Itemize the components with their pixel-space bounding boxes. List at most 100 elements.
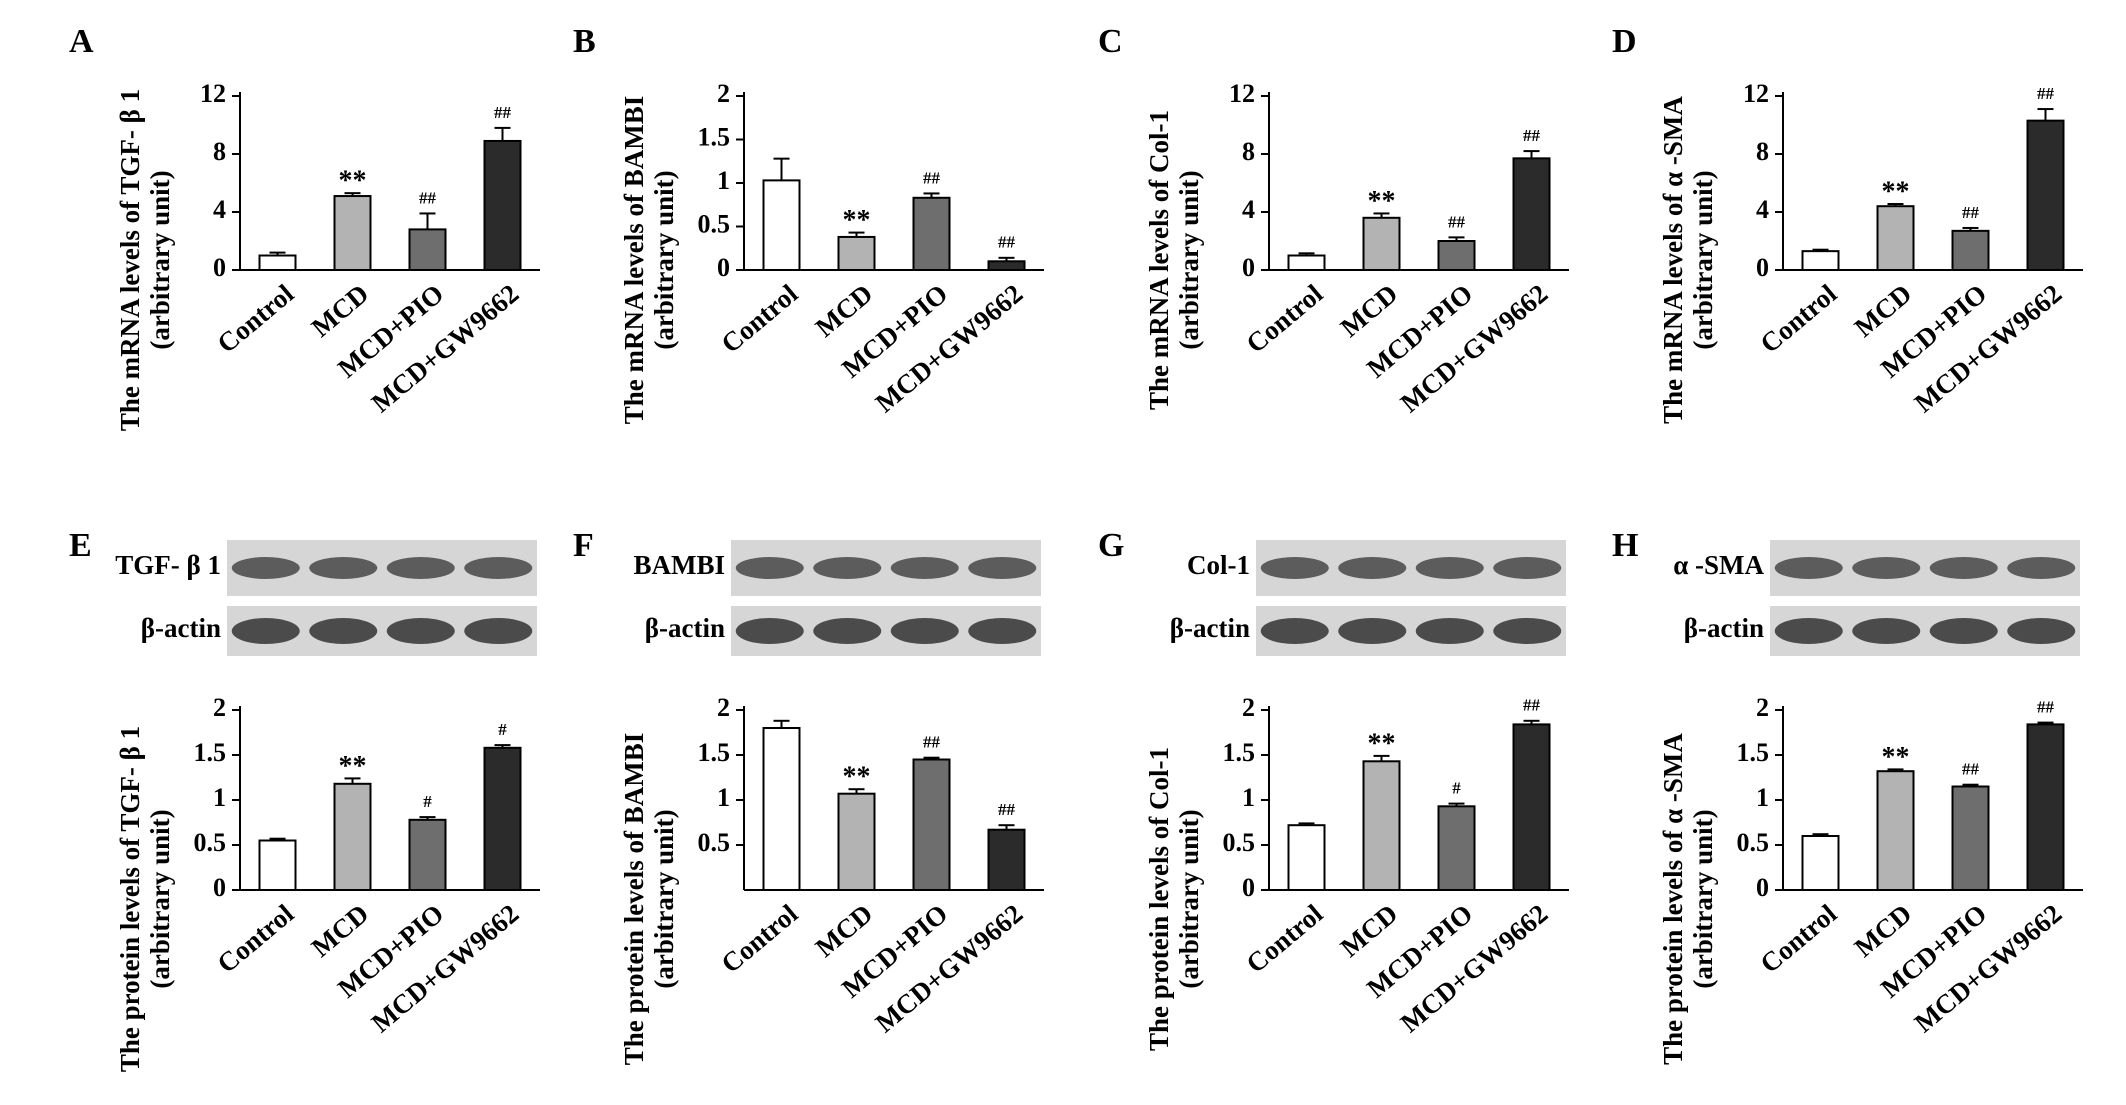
bar xyxy=(333,782,372,891)
x-tick-label: Control xyxy=(715,278,803,359)
y-axis-label: The protein levels of α -SMA xyxy=(1658,733,1688,1065)
blot-band xyxy=(464,557,533,579)
bar xyxy=(1951,229,1990,272)
significance-label: ## xyxy=(923,168,941,187)
y-tick-label: 4 xyxy=(1242,195,1255,224)
blot-band xyxy=(1415,618,1484,644)
blot-label: Col-1 xyxy=(1187,550,1250,580)
blot-band xyxy=(309,557,378,579)
y-tick-label: 1 xyxy=(1242,783,1255,812)
blot-band xyxy=(968,557,1037,579)
significance-label: ## xyxy=(923,733,941,752)
y-tick-label: 12 xyxy=(1743,79,1769,108)
bar xyxy=(258,839,297,891)
bar xyxy=(837,792,876,892)
bar xyxy=(333,195,372,271)
significance-label: ## xyxy=(1962,203,1980,222)
significance-label: # xyxy=(498,720,507,739)
bar xyxy=(987,828,1026,892)
blot-band xyxy=(2007,618,2076,644)
y-axis-label: (arbitrary unit) xyxy=(1688,170,1718,349)
y-tick-label: 4 xyxy=(213,195,226,224)
panel-letter: C xyxy=(1098,23,1123,60)
significance-label: ** xyxy=(1368,186,1396,217)
blot-label: α -SMA xyxy=(1673,550,1764,580)
y-tick-label: 0 xyxy=(717,253,730,282)
blot-label: TGF- β 1 xyxy=(115,550,221,580)
y-tick-label: 0.5 xyxy=(194,828,227,857)
y-tick-label: 0 xyxy=(1242,873,1255,902)
blot-label: β-actin xyxy=(1170,613,1250,643)
bar xyxy=(483,746,522,891)
significance-label: ## xyxy=(998,233,1016,252)
bar xyxy=(2026,119,2065,272)
blot-band xyxy=(386,618,455,644)
blot-band xyxy=(2007,557,2076,579)
y-axis-label: (arbitrary unit) xyxy=(1688,809,1718,988)
bar xyxy=(1287,254,1326,271)
significance-label: ** xyxy=(1882,176,1910,207)
y-tick-label: 2 xyxy=(1242,693,1255,722)
significance-label: ** xyxy=(1882,742,1910,773)
panel: B The mRNA levels of BAMBI (arbitrary unit… xyxy=(573,23,1044,424)
y-tick-label: 1.5 xyxy=(1223,738,1256,767)
blot-band xyxy=(1929,557,1998,579)
bar xyxy=(1876,205,1915,271)
bar xyxy=(912,758,951,891)
y-tick-label: 1.5 xyxy=(194,738,227,767)
blot-label: BAMBI xyxy=(633,550,725,580)
blot-band xyxy=(1774,557,1843,579)
significance-label: ** xyxy=(1368,728,1396,759)
bar xyxy=(408,228,447,271)
significance-label: ** xyxy=(339,751,367,782)
blot-band xyxy=(1338,618,1407,644)
bar xyxy=(1437,805,1476,891)
y-tick-label: 2 xyxy=(717,79,730,108)
panel: E TGF- β 1 β-actin The protein levels of TG… xyxy=(69,527,540,1072)
y-axis-label: (arbitrary unit) xyxy=(145,809,175,988)
blot-band xyxy=(231,557,300,579)
x-tick-label: Control xyxy=(1240,278,1328,359)
y-axis-label: The mRNA levels of Col-1 xyxy=(1144,110,1174,410)
panel: A The mRNA levels of TGF- β 1 (arbitrary u… xyxy=(69,23,540,431)
panel: D The mRNA levels of α -SMA (arbitrary uni… xyxy=(1612,23,2083,424)
panel: G Col-1 β-actin The protein levels of Col-1… xyxy=(1098,527,1569,1051)
x-tick-label: Control xyxy=(1754,278,1842,359)
y-tick-label: 0.5 xyxy=(698,209,731,238)
blot-band xyxy=(231,618,300,644)
significance-label: ** xyxy=(339,166,367,197)
blot-band xyxy=(1852,557,1921,579)
panel-letter: D xyxy=(1612,23,1637,60)
y-tick-label: 0.5 xyxy=(1223,828,1256,857)
blot-band xyxy=(1493,618,1562,644)
bar xyxy=(1362,216,1401,272)
bar xyxy=(987,260,1026,271)
panel-letter: F xyxy=(573,527,594,564)
y-tick-label: 1 xyxy=(1756,783,1769,812)
bar xyxy=(1287,824,1326,892)
blot-band xyxy=(890,557,959,579)
panel-letter: H xyxy=(1612,527,1638,564)
significance-label: ## xyxy=(494,103,512,122)
blot-band xyxy=(464,618,533,644)
bar xyxy=(258,254,297,271)
bar xyxy=(1512,723,1551,892)
y-tick-label: 0 xyxy=(213,873,226,902)
significance-label: # xyxy=(1452,779,1461,798)
blot-band xyxy=(813,618,882,644)
blot-band xyxy=(1260,618,1329,644)
y-axis-label: (arbitrary unit) xyxy=(1174,809,1204,988)
y-tick-label: 0 xyxy=(1756,253,1769,282)
blot-band xyxy=(1929,618,1998,644)
y-axis-label: (arbitrary unit) xyxy=(1174,170,1204,349)
y-tick-label: 1 xyxy=(717,166,730,195)
significance-label: ** xyxy=(843,205,871,236)
x-tick-label: Control xyxy=(1240,898,1328,979)
y-tick-label: 2 xyxy=(717,693,730,722)
significance-label: ## xyxy=(2037,698,2055,717)
y-tick-label: 1 xyxy=(213,783,226,812)
blot-band xyxy=(1774,618,1843,644)
y-tick-label: 2 xyxy=(1756,693,1769,722)
bar xyxy=(837,235,876,272)
